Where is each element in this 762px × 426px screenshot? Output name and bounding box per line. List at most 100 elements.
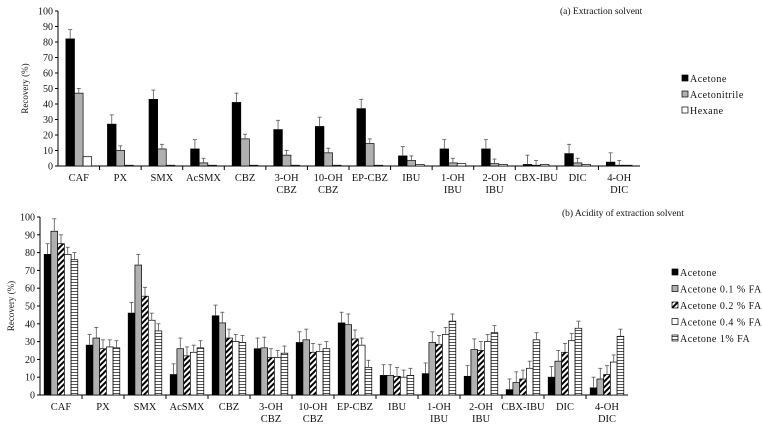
bar xyxy=(356,108,366,167)
bar xyxy=(65,38,75,167)
bar xyxy=(406,375,415,396)
bar xyxy=(190,148,200,167)
bar xyxy=(435,343,443,396)
bar xyxy=(290,164,300,167)
bar xyxy=(564,153,574,167)
x-tick-label: IBU xyxy=(402,173,421,184)
bar xyxy=(148,319,156,396)
x-tick-label: 4-OH xyxy=(607,173,631,184)
bar xyxy=(393,375,401,396)
bar xyxy=(198,162,209,167)
bar xyxy=(456,163,467,167)
bar xyxy=(614,164,624,167)
bar xyxy=(616,335,625,396)
y-tick-label: 50 xyxy=(25,302,35,313)
x-tick-label: EP-CBZ xyxy=(352,173,388,184)
bar xyxy=(231,102,242,167)
bar xyxy=(358,344,366,396)
bar xyxy=(332,164,342,167)
x-tick-label: AcSMX xyxy=(169,402,204,413)
y-tick-label: 60 xyxy=(25,284,35,295)
bar xyxy=(526,367,534,396)
bar xyxy=(532,339,541,396)
y-tick-label: 30 xyxy=(43,115,53,126)
bar xyxy=(477,350,485,396)
bar xyxy=(512,382,520,396)
bar xyxy=(386,375,394,396)
x-tick-label: SMX xyxy=(134,402,157,413)
y-tick-label: 0 xyxy=(48,162,53,173)
x-tick-label: 4-OH xyxy=(595,402,619,413)
bar xyxy=(107,123,117,167)
x-tick-label: CBZ xyxy=(235,173,255,184)
y-axis-label: Recovery (%) xyxy=(20,63,30,113)
bar xyxy=(554,360,562,396)
bar xyxy=(106,346,114,396)
x-tick-label: DIC xyxy=(610,185,628,196)
bar xyxy=(406,160,417,167)
y-tick-label: 90 xyxy=(43,22,53,33)
bar xyxy=(574,327,583,396)
y-tick-label: 100 xyxy=(20,213,35,224)
bar xyxy=(561,351,569,396)
bar xyxy=(351,338,359,396)
bar xyxy=(400,376,408,396)
x-tick-label: IBU xyxy=(388,402,407,413)
x-tick-label: 3-OH xyxy=(275,173,299,184)
x-tick-label: CAF xyxy=(69,173,90,184)
bar xyxy=(127,312,136,396)
bar xyxy=(57,243,65,396)
bar xyxy=(124,164,134,167)
x-tick-label: IBU xyxy=(444,185,463,196)
chart-title: (b) Acidity of extraction solvent xyxy=(562,208,684,219)
y-tick-label: 20 xyxy=(43,131,53,142)
bar xyxy=(157,148,167,167)
legend-label: Acetone xyxy=(690,74,727,85)
bar xyxy=(531,164,541,167)
x-tick-label: IBU xyxy=(485,185,504,196)
y-tick-label: 60 xyxy=(43,69,53,80)
bar xyxy=(448,162,458,167)
bar xyxy=(112,347,121,396)
bar xyxy=(74,92,84,167)
y-tick-label: 80 xyxy=(43,38,53,49)
y-tick-label: 70 xyxy=(25,266,35,277)
x-tick-label: CBZ xyxy=(261,414,281,425)
bar xyxy=(154,330,163,396)
legend-label: Hexane xyxy=(690,106,724,117)
bar xyxy=(211,315,220,396)
bar xyxy=(267,357,275,396)
bar xyxy=(50,230,58,396)
bar xyxy=(207,164,217,167)
y-tick-label: 90 xyxy=(25,230,35,241)
bar xyxy=(568,340,576,396)
legend-swatch xyxy=(681,74,689,82)
bar xyxy=(309,351,317,396)
bar xyxy=(225,337,233,396)
x-tick-label: PX xyxy=(96,402,110,413)
legend-label: Acetonitrile xyxy=(690,90,744,101)
legend-swatch xyxy=(671,268,679,276)
x-tick-label: PX xyxy=(114,173,128,184)
bar xyxy=(439,148,449,167)
bar xyxy=(316,351,324,396)
legend-label: Acetone 0.1 % FA xyxy=(680,285,762,296)
bar xyxy=(141,295,149,396)
bar xyxy=(238,342,247,396)
bar xyxy=(183,355,191,396)
legend-swatch xyxy=(681,106,689,114)
y-tick-label: 80 xyxy=(25,248,35,259)
x-tick-label: 2-OH xyxy=(483,173,507,184)
bar xyxy=(165,164,176,167)
bar xyxy=(364,367,373,396)
bar xyxy=(589,387,598,396)
bar xyxy=(428,342,436,396)
bar xyxy=(92,337,100,396)
legend-label: Acetone xyxy=(680,268,717,279)
y-tick-label: 10 xyxy=(25,373,35,384)
bar xyxy=(605,161,616,167)
bar xyxy=(196,347,205,396)
y-tick-label: 50 xyxy=(43,84,53,95)
bar xyxy=(70,259,79,396)
